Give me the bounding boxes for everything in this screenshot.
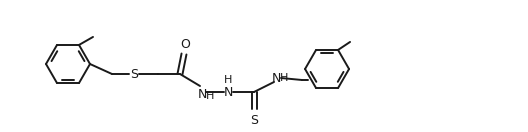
Text: O: O	[180, 39, 190, 51]
Text: H: H	[206, 91, 214, 101]
Text: H: H	[280, 73, 288, 83]
Text: N: N	[223, 86, 233, 98]
Text: N: N	[197, 88, 206, 100]
Text: S: S	[130, 67, 138, 81]
Text: S: S	[250, 114, 258, 126]
Text: N: N	[271, 72, 281, 84]
Text: H: H	[224, 75, 232, 85]
